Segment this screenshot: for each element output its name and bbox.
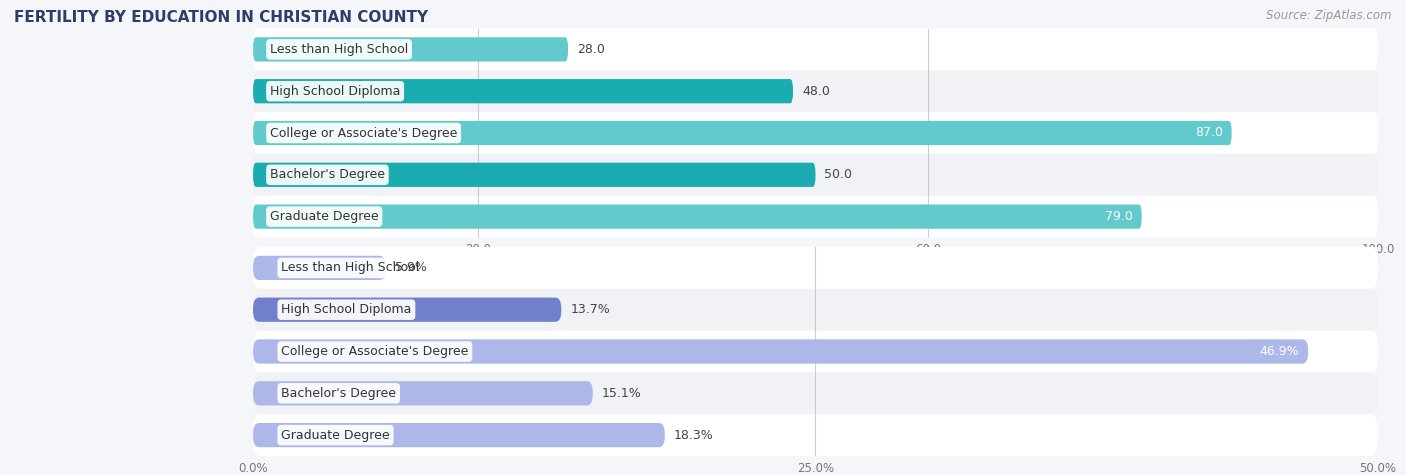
FancyBboxPatch shape (253, 339, 1308, 364)
Text: Bachelor's Degree: Bachelor's Degree (281, 387, 396, 400)
FancyBboxPatch shape (253, 79, 793, 104)
Text: 87.0: 87.0 (1195, 126, 1223, 140)
Text: Source: ZipAtlas.com: Source: ZipAtlas.com (1267, 10, 1392, 22)
FancyBboxPatch shape (253, 28, 1378, 70)
Text: Graduate Degree: Graduate Degree (270, 210, 378, 223)
FancyBboxPatch shape (253, 247, 1378, 289)
FancyBboxPatch shape (253, 331, 1378, 372)
Text: High School Diploma: High School Diploma (270, 85, 401, 98)
Text: FERTILITY BY EDUCATION IN CHRISTIAN COUNTY: FERTILITY BY EDUCATION IN CHRISTIAN COUN… (14, 10, 429, 25)
FancyBboxPatch shape (253, 297, 561, 322)
FancyBboxPatch shape (253, 154, 1378, 196)
FancyBboxPatch shape (253, 162, 815, 187)
FancyBboxPatch shape (253, 112, 1378, 154)
FancyBboxPatch shape (253, 204, 1142, 229)
Text: 18.3%: 18.3% (673, 428, 713, 442)
Text: 46.9%: 46.9% (1260, 345, 1299, 358)
Text: College or Associate's Degree: College or Associate's Degree (270, 126, 457, 140)
FancyBboxPatch shape (253, 121, 1232, 145)
Text: 50.0: 50.0 (824, 168, 852, 181)
Text: College or Associate's Degree: College or Associate's Degree (281, 345, 468, 358)
FancyBboxPatch shape (253, 372, 1378, 414)
FancyBboxPatch shape (253, 423, 665, 447)
Text: 5.9%: 5.9% (395, 261, 426, 275)
FancyBboxPatch shape (253, 70, 1378, 112)
FancyBboxPatch shape (253, 256, 385, 280)
Text: 48.0: 48.0 (801, 85, 830, 98)
Text: High School Diploma: High School Diploma (281, 303, 412, 316)
Text: 13.7%: 13.7% (571, 303, 610, 316)
Text: 79.0: 79.0 (1105, 210, 1133, 223)
Text: Graduate Degree: Graduate Degree (281, 428, 389, 442)
FancyBboxPatch shape (253, 37, 568, 62)
Text: Less than High School: Less than High School (281, 261, 419, 275)
Text: 28.0: 28.0 (576, 43, 605, 56)
FancyBboxPatch shape (253, 414, 1378, 456)
Text: Bachelor's Degree: Bachelor's Degree (270, 168, 385, 181)
Text: Less than High School: Less than High School (270, 43, 408, 56)
Text: 15.1%: 15.1% (602, 387, 641, 400)
FancyBboxPatch shape (253, 381, 593, 406)
FancyBboxPatch shape (253, 289, 1378, 331)
FancyBboxPatch shape (253, 196, 1378, 238)
